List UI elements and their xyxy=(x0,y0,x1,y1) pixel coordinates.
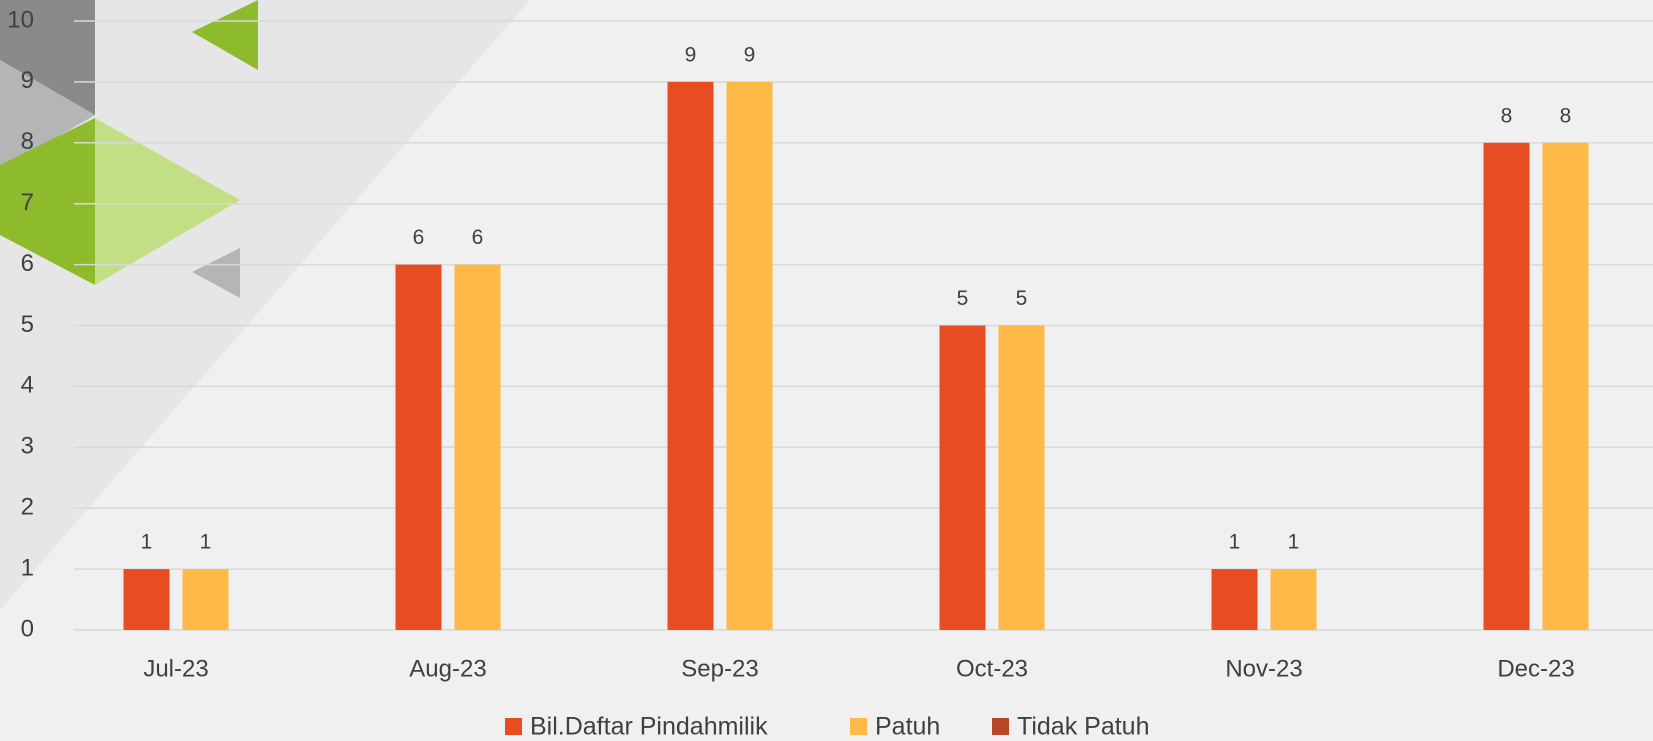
x-tick-label: Oct-23 xyxy=(956,655,1028,682)
bar xyxy=(726,81,773,630)
legend-swatch xyxy=(850,718,867,735)
bar xyxy=(1211,569,1258,630)
y-tick-label: 4 xyxy=(21,372,34,399)
decor xyxy=(0,118,95,285)
bar xyxy=(182,569,229,630)
x-tick-label: Nov-23 xyxy=(1225,655,1302,682)
value-label: 1 xyxy=(1229,531,1241,554)
value-label: 8 xyxy=(1560,104,1572,127)
y-tick-label: 0 xyxy=(21,615,34,642)
y-tick-label: 3 xyxy=(21,433,34,460)
value-label: 5 xyxy=(957,287,969,310)
decor xyxy=(95,118,240,285)
legend-label: Tidak Patuh xyxy=(1017,713,1149,741)
bar xyxy=(454,264,501,630)
value-label: 5 xyxy=(1016,287,1028,310)
legend-swatch xyxy=(505,718,522,735)
value-label: 6 xyxy=(413,226,425,249)
bar xyxy=(667,81,714,630)
bar xyxy=(1270,569,1317,630)
value-label: 1 xyxy=(1288,531,1300,554)
x-tick-label: Dec-23 xyxy=(1497,655,1574,682)
x-tick-label: Sep-23 xyxy=(681,655,758,682)
value-label: 9 xyxy=(744,43,756,66)
y-tick-label: 5 xyxy=(21,311,34,338)
x-tick-label: Aug-23 xyxy=(409,655,486,682)
bar xyxy=(998,325,1045,630)
y-tick-label: 1 xyxy=(21,554,34,581)
y-tick-label: 6 xyxy=(21,250,34,277)
y-tick-label: 10 xyxy=(7,6,34,33)
y-tick-label: 9 xyxy=(21,67,34,94)
decor xyxy=(0,0,95,115)
bar xyxy=(1542,142,1589,631)
value-label: 6 xyxy=(472,226,484,249)
decor xyxy=(192,248,240,298)
x-tick-label: Jul-23 xyxy=(143,655,208,682)
legend-label: Bil.Daftar Pindahmilik xyxy=(530,713,768,741)
value-label: 1 xyxy=(200,531,212,554)
bar xyxy=(939,325,986,630)
bar xyxy=(123,569,170,630)
decor xyxy=(192,0,258,70)
value-label: 8 xyxy=(1501,104,1513,127)
y-tick-label: 2 xyxy=(21,494,34,521)
legend-label: Patuh xyxy=(875,713,940,741)
y-tick-label: 7 xyxy=(21,189,34,216)
y-tick-label: 8 xyxy=(21,128,34,155)
decor xyxy=(0,60,95,170)
value-label: 1 xyxy=(141,531,153,554)
legend-swatch xyxy=(992,718,1009,735)
bar xyxy=(1483,142,1530,631)
value-label: 9 xyxy=(685,43,697,66)
bar xyxy=(395,264,442,630)
